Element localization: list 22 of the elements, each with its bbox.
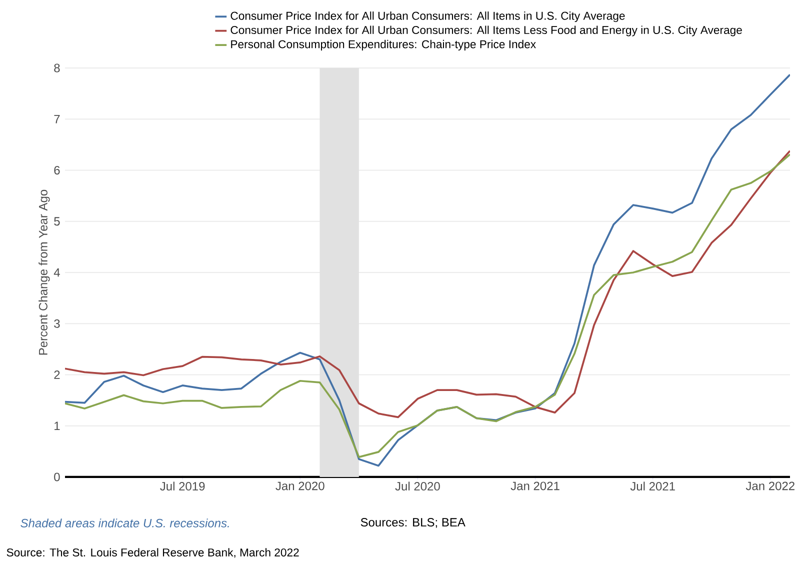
legend-label: Personal Consumption Expenditures: Chain-type Price Index: [231, 40, 536, 50]
y-tick-label: 7: [54, 114, 60, 124]
y-axis-title: Percent Change from Year Ago: [38, 190, 50, 355]
x-tick-label: Jul 2021: [630, 482, 675, 491]
y-tick-label: 1: [54, 422, 60, 430]
y-tick-label: 0: [54, 472, 60, 482]
text: Shaded areas indicate U.S. recessions.: [20, 518, 229, 528]
x-tick-label: Jul 2020: [395, 482, 440, 491]
source-note: Sources: BLS; BEA: [360, 518, 466, 528]
x-tick-label: Jan 2020: [276, 482, 324, 490]
y-tick-label: 6: [54, 166, 60, 175]
x-tick-label: Jan 2022: [746, 482, 794, 490]
y-tick-label: 8: [54, 64, 60, 72]
legend-label: Consumer Price Index for All Urban Consumers: All Items Less Food and Energy in U.S. City Average: [230, 26, 742, 36]
y-tick-label: 2: [54, 370, 60, 379]
source-note: Source: The St. Louis Federal Reserve Bank, March 2022: [6, 548, 299, 558]
y-tick-label: 5: [54, 217, 60, 226]
x-tick-label: Jan 2021: [510, 482, 560, 490]
y-tick-label: 3: [54, 319, 60, 328]
y-tick-label: 4: [54, 268, 60, 277]
legend-label: Consumer Price Index for All Urban Consumers: All Items in U.S. City Average: [230, 11, 625, 22]
x-tick-label: Jul 2019: [160, 482, 205, 491]
